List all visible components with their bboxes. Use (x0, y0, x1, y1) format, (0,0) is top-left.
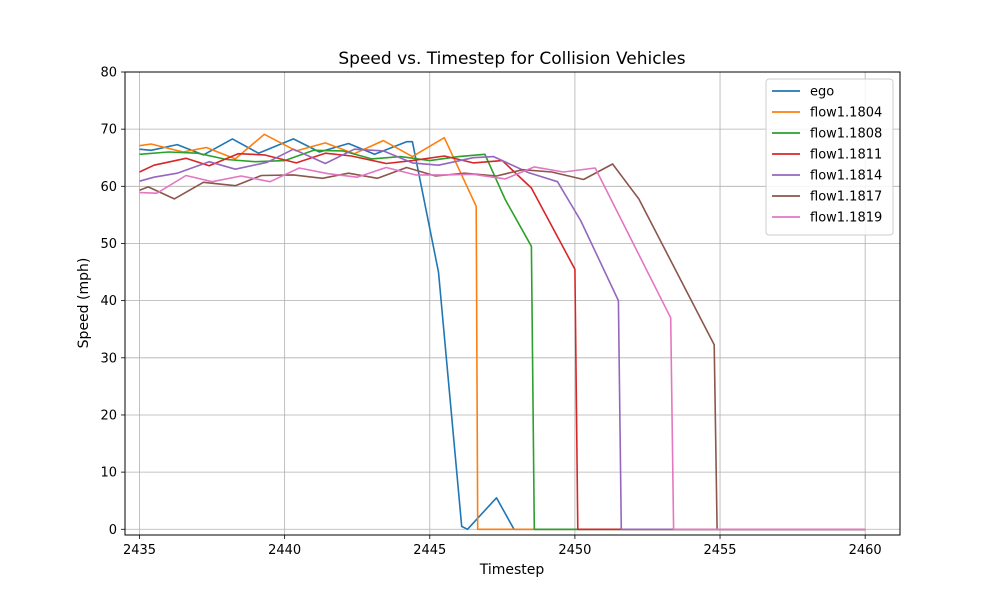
y-tick-label: 60 (100, 180, 117, 195)
plot-frame (124, 71, 901, 536)
y-tick-label: 0 (109, 523, 117, 538)
legend-entry-label: ego (810, 85, 834, 100)
legend-entry-label: flow1.1808 (810, 127, 882, 142)
y-axis-ticks: 0 10 20 30 40 50 60 70 80 (100, 66, 125, 538)
y-tick-label: 20 (100, 408, 117, 423)
y-tick-label: 10 (100, 466, 117, 481)
legend: ego flow1.1804 flow1.1808 flow1.1811 flow1.1… (765, 78, 894, 236)
x-axis-label: Timestep (479, 562, 545, 578)
y-axis-label: Speed (mph) (76, 258, 92, 349)
chart-title: Speed vs. Timestep for Collision Vehicle… (338, 49, 685, 69)
series-line-flow1-1814 (139, 148, 866, 531)
x-tick-label: 2450 (558, 543, 591, 558)
x-tick-label: 2460 (849, 543, 882, 558)
y-tick-label: 70 (100, 123, 117, 138)
x-tick-label: 2445 (413, 543, 446, 558)
legend-entry-label: flow1.1814 (810, 169, 882, 184)
x-tick-label: 2455 (703, 543, 736, 558)
y-tick-label: 50 (100, 237, 117, 252)
series-line-flow1-1811 (139, 152, 866, 531)
y-tick-label: 30 (100, 351, 117, 366)
series-line-flow1-1804 (139, 133, 866, 531)
series-line-flow1-1808 (139, 149, 866, 531)
x-tick-label: 2440 (268, 543, 301, 558)
legend-entry-label: flow1.1819 (810, 211, 882, 226)
y-tick-label: 80 (100, 66, 117, 81)
legend-entry-label: flow1.1804 (810, 106, 882, 121)
legend-entry-label: flow1.1817 (810, 190, 882, 205)
series-line-flow1-1817 (139, 163, 866, 531)
y-tick-label: 40 (100, 294, 117, 309)
x-tick-label: 2435 (123, 543, 156, 558)
x-axis-ticks: 2435 2440 2445 2450 2455 2460 (123, 535, 882, 558)
series-lines (139, 133, 866, 531)
series-line-flow1-1819 (139, 166, 866, 531)
legend-entry-label: flow1.1811 (810, 148, 882, 163)
